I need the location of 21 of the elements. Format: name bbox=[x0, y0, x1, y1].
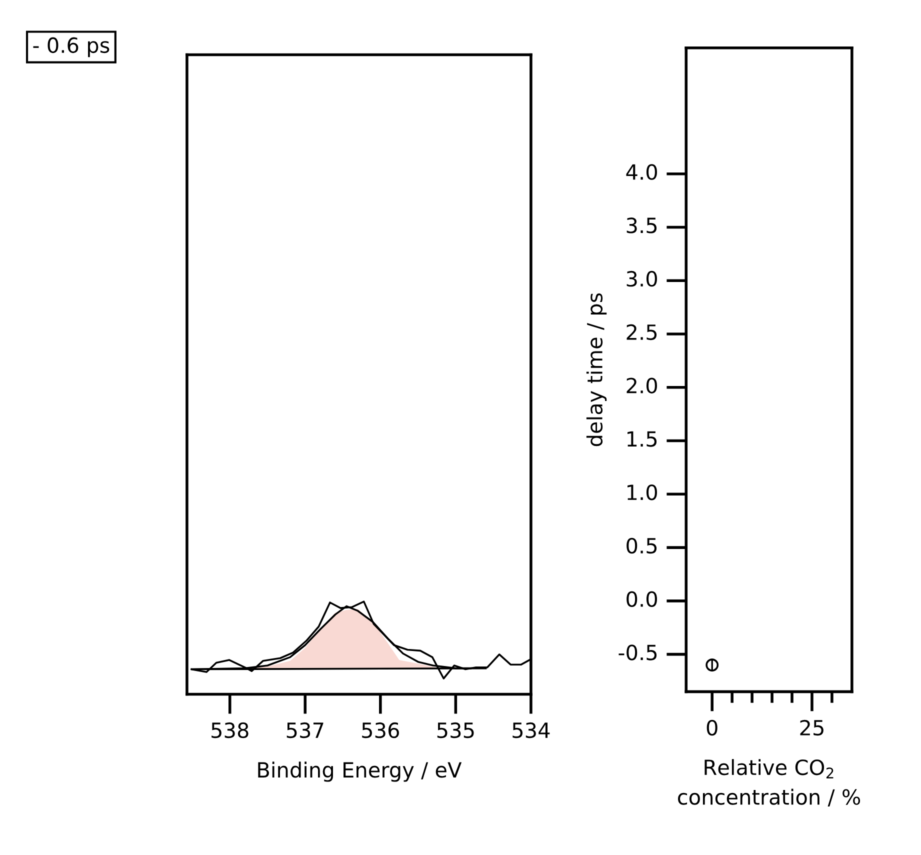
y-tick-label: 2.5 bbox=[626, 324, 657, 340]
x-tick-label: 25 bbox=[800, 720, 824, 736]
y-tick-label: 0.0 bbox=[626, 591, 657, 607]
x-tick-label: 0 bbox=[706, 720, 718, 736]
y-tick-label: 1.0 bbox=[628, 484, 657, 500]
x-axis-title: Relative CO$_{2}$ concentration / % bbox=[678, 759, 860, 807]
x-tick-label: 537 bbox=[286, 722, 324, 738]
y-tick-label: 2.0 bbox=[626, 378, 657, 394]
x-tick-label: 534 bbox=[512, 722, 550, 738]
y-tick-label: 3.0 bbox=[626, 270, 657, 287]
y-tick-label: 0.5 bbox=[626, 538, 657, 554]
text: - 0.6 ps bbox=[33, 37, 110, 58]
y-tick-label: 4.0 bbox=[626, 164, 657, 180]
x-tick-label: 538 bbox=[212, 722, 248, 738]
y-tick-label: 1.5 bbox=[628, 431, 657, 447]
y-axis-title: delay time / ps bbox=[586, 293, 607, 446]
x-axis-title: Binding Energy / eV bbox=[258, 762, 462, 782]
x-tick-label: 535 bbox=[437, 722, 474, 738]
y-tick-label: -0.5 bbox=[618, 644, 657, 660]
y-tick-label: 3.5 bbox=[626, 218, 657, 234]
x-tick-label: 536 bbox=[362, 722, 399, 738]
